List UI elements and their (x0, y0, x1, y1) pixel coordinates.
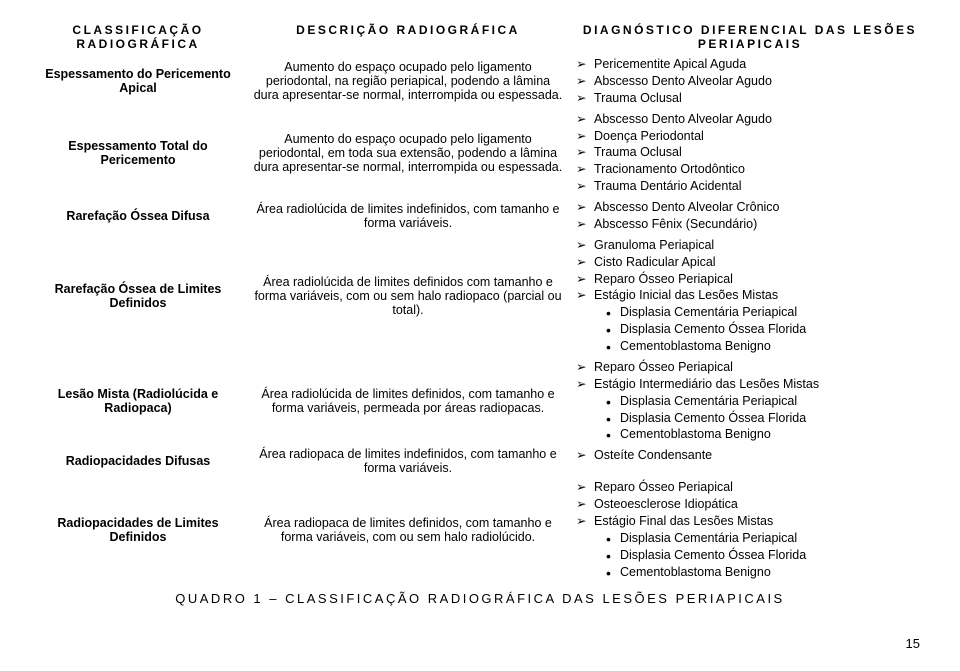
classification-cell: Rarefação Óssea Difusa (30, 197, 246, 235)
dot-item: Displasia Cemento Óssea Florida (606, 410, 924, 427)
table-row: Radiopacidades de Limites DefinidosÁrea … (30, 477, 930, 582)
table-row: Rarefação Óssea DifusaÁrea radiolúcida d… (30, 197, 930, 235)
classification-cell: Espessamento Total do Pericemento (30, 109, 246, 197)
arrow-list: Granuloma PeriapicalCisto Radicular Apic… (576, 237, 924, 305)
arrow-list: Pericementite Apical AgudaAbscesso Dento… (576, 56, 924, 107)
description-cell: Aumento do espaço ocupado pelo ligamento… (246, 54, 570, 109)
description-cell: Área radiopaca de limites indefinidos, c… (246, 445, 570, 477)
diagnosis-cell: Abscesso Dento Alveolar CrônicoAbscesso … (570, 197, 930, 235)
arrow-item: Cisto Radicular Apical (576, 254, 924, 271)
arrow-item: Estágio Intermediário das Lesões Mistas (576, 376, 924, 393)
dot-item: Displasia Cementária Periapical (606, 530, 924, 547)
table-row: Lesão Mista (Radiolúcida e Radiopaca)Áre… (30, 357, 930, 445)
arrow-item: Abscesso Dento Alveolar Agudo (576, 111, 924, 128)
description-cell: Aumento do espaço ocupado pelo ligamento… (246, 109, 570, 197)
arrow-item: Tracionamento Ortodôntico (576, 161, 924, 178)
table-caption: QUADRO 1 – CLASSIFICAÇÃO RADIOGRÁFICA DA… (30, 591, 930, 606)
dot-item: Cementoblastoma Benigno (606, 338, 924, 355)
diagnosis-cell: Granuloma PeriapicalCisto Radicular Apic… (570, 235, 930, 357)
arrow-item: Reparo Ósseo Periapical (576, 479, 924, 496)
arrow-item: Abscesso Dento Alveolar Agudo (576, 73, 924, 90)
classification-table: CLASSIFICAÇÃO RADIOGRÁFICA DESCRIÇÃO RAD… (30, 20, 930, 583)
diagnosis-cell: Reparo Ósseo PeriapicalOsteoesclerose Id… (570, 477, 930, 582)
header-col1: CLASSIFICAÇÃO RADIOGRÁFICA (30, 20, 246, 54)
dot-item: Cementoblastoma Benigno (606, 426, 924, 443)
classification-cell: Radiopacidades de Limites Definidos (30, 477, 246, 582)
table-row: Espessamento do Pericemento ApicalAument… (30, 54, 930, 109)
table-row: Rarefação Óssea de Limites DefinidosÁrea… (30, 235, 930, 357)
description-cell: Área radiopaca de limites definidos, com… (246, 477, 570, 582)
arrow-item: Granuloma Periapical (576, 237, 924, 254)
header-col3: DIAGNÓSTICO DIFERENCIAL DAS LESÕES PERIA… (570, 20, 930, 54)
dot-item: Displasia Cementária Periapical (606, 304, 924, 321)
arrow-item: Estágio Inicial das Lesões Mistas (576, 287, 924, 304)
header-col2: DESCRIÇÃO RADIOGRÁFICA (246, 20, 570, 54)
description-cell: Área radiolúcida de limites indefinidos,… (246, 197, 570, 235)
classification-cell: Espessamento do Pericemento Apical (30, 54, 246, 109)
arrow-item: Pericementite Apical Aguda (576, 56, 924, 73)
description-cell: Área radiolúcida de limites definidos, c… (246, 357, 570, 445)
dot-list: Displasia Cementária PeriapicalDisplasia… (576, 393, 924, 444)
arrow-list: Osteíte Condensante (576, 447, 924, 464)
arrow-list: Reparo Ósseo PeriapicalEstágio Intermedi… (576, 359, 924, 393)
arrow-item: Doença Periodontal (576, 128, 924, 145)
dot-item: Displasia Cementária Periapical (606, 393, 924, 410)
arrow-item: Osteíte Condensante (576, 447, 924, 464)
arrow-item: Abscesso Dento Alveolar Crônico (576, 199, 924, 216)
description-cell: Área radiolúcida de limites definidos co… (246, 235, 570, 357)
diagnosis-cell: Osteíte Condensante (570, 445, 930, 477)
arrow-item: Reparo Ósseo Periapical (576, 359, 924, 376)
arrow-item: Reparo Ósseo Periapical (576, 271, 924, 288)
dot-list: Displasia Cementária PeriapicalDisplasia… (576, 530, 924, 581)
diagnosis-cell: Abscesso Dento Alveolar AgudoDoença Peri… (570, 109, 930, 197)
classification-cell: Radiopacidades Difusas (30, 445, 246, 477)
dot-list: Displasia Cementária PeriapicalDisplasia… (576, 304, 924, 355)
dot-item: Cementoblastoma Benigno (606, 564, 924, 581)
table-row: Radiopacidades DifusasÁrea radiopaca de … (30, 445, 930, 477)
arrow-list: Abscesso Dento Alveolar CrônicoAbscesso … (576, 199, 924, 233)
page-number: 15 (30, 636, 930, 651)
dot-item: Displasia Cemento Óssea Florida (606, 547, 924, 564)
classification-cell: Lesão Mista (Radiolúcida e Radiopaca) (30, 357, 246, 445)
classification-cell: Rarefação Óssea de Limites Definidos (30, 235, 246, 357)
arrow-item: Estágio Final das Lesões Mistas (576, 513, 924, 530)
arrow-item: Trauma Oclusal (576, 144, 924, 161)
arrow-list: Reparo Ósseo PeriapicalOsteoesclerose Id… (576, 479, 924, 530)
table-row: Espessamento Total do PericementoAumento… (30, 109, 930, 197)
arrow-list: Abscesso Dento Alveolar AgudoDoença Peri… (576, 111, 924, 195)
dot-item: Displasia Cemento Óssea Florida (606, 321, 924, 338)
arrow-item: Trauma Dentário Acidental (576, 178, 924, 195)
arrow-item: Trauma Oclusal (576, 90, 924, 107)
diagnosis-cell: Reparo Ósseo PeriapicalEstágio Intermedi… (570, 357, 930, 445)
diagnosis-cell: Pericementite Apical AgudaAbscesso Dento… (570, 54, 930, 109)
arrow-item: Abscesso Fênix (Secundário) (576, 216, 924, 233)
arrow-item: Osteoesclerose Idiopática (576, 496, 924, 513)
